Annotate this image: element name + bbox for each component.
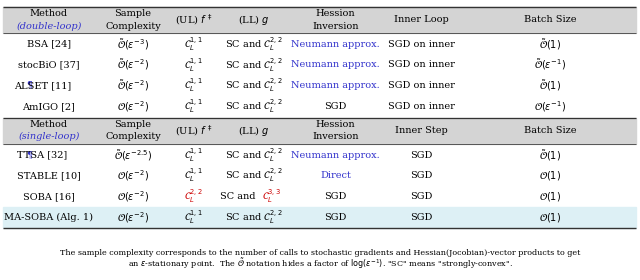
Text: $\tilde{\mathcal{O}}(\epsilon^{-2})$: $\tilde{\mathcal{O}}(\epsilon^{-2})$	[117, 57, 149, 73]
Text: $\mathcal{O}(1)$: $\mathcal{O}(1)$	[540, 190, 561, 203]
Text: SC and $\mathcal{C}_L^{2,2}$: SC and $\mathcal{C}_L^{2,2}$	[225, 77, 283, 94]
Text: $\mathcal{O}(1)$: $\mathcal{O}(1)$	[540, 211, 561, 224]
Text: SC and $\mathcal{C}_L^{2,2}$: SC and $\mathcal{C}_L^{2,2}$	[225, 209, 283, 226]
Text: SOBA [16]: SOBA [16]	[23, 192, 75, 201]
Text: $\tilde{\mathcal{O}}(\epsilon^{-2})$: $\tilde{\mathcal{O}}(\epsilon^{-2})$	[117, 78, 149, 93]
Text: SC and: SC and	[220, 192, 256, 201]
Text: Direct: Direct	[320, 171, 351, 180]
Text: STABLE [10]: STABLE [10]	[17, 171, 81, 180]
Text: Inversion: Inversion	[312, 132, 358, 141]
Text: $\mathcal{C}_L^{1,1}$: $\mathcal{C}_L^{1,1}$	[184, 209, 204, 226]
Text: SGD on inner: SGD on inner	[388, 60, 455, 69]
Text: AmIGO [2]: AmIGO [2]	[22, 102, 76, 111]
Text: Hession: Hession	[316, 120, 355, 129]
Text: SGD: SGD	[411, 192, 433, 201]
Text: SGD: SGD	[324, 102, 346, 111]
Text: $\tilde{\mathcal{O}}(1)$: $\tilde{\mathcal{O}}(1)$	[540, 37, 561, 52]
Text: Neumann approx.: Neumann approx.	[291, 40, 380, 49]
Text: BSA [24]: BSA [24]	[27, 40, 71, 49]
Text: SGD on inner: SGD on inner	[388, 40, 455, 49]
Text: Sample: Sample	[115, 9, 152, 18]
Text: stocBiO [37]: stocBiO [37]	[18, 60, 80, 69]
Text: (double-loop): (double-loop)	[16, 22, 82, 31]
Text: (LL) $g$: (LL) $g$	[238, 124, 270, 138]
Text: SGD: SGD	[411, 151, 433, 160]
Text: $\tilde{\mathcal{O}}(1)$: $\tilde{\mathcal{O}}(1)$	[540, 148, 561, 163]
Text: $\mathcal{C}_L^{1,1}$: $\mathcal{C}_L^{1,1}$	[184, 98, 204, 115]
Text: (UL) $f^{\,\ddagger}$: (UL) $f^{\,\ddagger}$	[175, 13, 212, 27]
Text: SC and $\mathcal{C}_L^{2,2}$: SC and $\mathcal{C}_L^{2,2}$	[225, 146, 283, 164]
Text: SGD: SGD	[411, 213, 433, 222]
Text: $\mathcal{O}(\epsilon^{-2})$: $\mathcal{O}(\epsilon^{-2})$	[117, 99, 149, 114]
Text: Inversion: Inversion	[312, 22, 358, 31]
Bar	[3, 207, 636, 228]
Text: $\mathcal{O}(\epsilon^{-2})$: $\mathcal{O}(\epsilon^{-2})$	[117, 189, 149, 204]
Text: The sample complexity corresponds to the number of calls to stochastic gradients: The sample complexity corresponds to the…	[60, 249, 580, 257]
Text: Neumann approx.: Neumann approx.	[291, 151, 380, 160]
Text: Method: Method	[30, 120, 68, 129]
Bar	[3, 7, 636, 33]
Text: Sample: Sample	[115, 120, 152, 129]
Text: Complexity: Complexity	[105, 132, 161, 141]
Text: Batch Size: Batch Size	[524, 126, 577, 135]
Text: $\P$: $\P$	[26, 80, 33, 92]
Text: TTSA [32]: TTSA [32]	[17, 151, 68, 160]
Text: ALSET [11]: ALSET [11]	[14, 81, 71, 90]
Text: $\mathcal{O}(\epsilon^{-2})$: $\mathcal{O}(\epsilon^{-2})$	[117, 210, 149, 225]
Text: SGD on inner: SGD on inner	[388, 102, 455, 111]
Text: MA-SOBA (Alg. 1): MA-SOBA (Alg. 1)	[4, 213, 93, 222]
Text: $\tilde{\mathcal{O}}(\epsilon^{-3})$: $\tilde{\mathcal{O}}(\epsilon^{-3})$	[117, 37, 149, 52]
Text: $\mathcal{O}(1)$: $\mathcal{O}(1)$	[540, 169, 561, 182]
Text: Inner Loop: Inner Loop	[394, 15, 449, 24]
Text: $\mathcal{C}_L^{2,2}$: $\mathcal{C}_L^{2,2}$	[184, 188, 204, 205]
Text: Inner Step: Inner Step	[396, 126, 448, 135]
Text: SGD: SGD	[324, 192, 346, 201]
Text: Neumann approx.: Neumann approx.	[291, 60, 380, 69]
Text: $\tilde{\mathcal{O}}(\epsilon^{-1})$: $\tilde{\mathcal{O}}(\epsilon^{-1})$	[534, 57, 566, 73]
Text: Complexity: Complexity	[105, 22, 161, 31]
Text: SC and $\mathcal{C}_L^{2,2}$: SC and $\mathcal{C}_L^{2,2}$	[225, 36, 283, 53]
Text: SC and $\mathcal{C}_L^{2,2}$: SC and $\mathcal{C}_L^{2,2}$	[225, 56, 283, 74]
Text: $\mathcal{O}(\epsilon^{-2})$: $\mathcal{O}(\epsilon^{-2})$	[117, 169, 149, 183]
Text: Batch Size: Batch Size	[524, 15, 577, 24]
Text: Neumann approx.: Neumann approx.	[291, 81, 380, 90]
Text: SGD: SGD	[324, 213, 346, 222]
Text: $\tilde{\mathcal{O}}(1)$: $\tilde{\mathcal{O}}(1)$	[540, 78, 561, 93]
Text: SC and $\mathcal{C}_L^{2,2}$: SC and $\mathcal{C}_L^{2,2}$	[225, 167, 283, 185]
Text: $\tilde{\mathcal{O}}(\epsilon^{-2.5})$: $\tilde{\mathcal{O}}(\epsilon^{-2.5})$	[114, 148, 152, 163]
Text: $\P$: $\P$	[26, 149, 33, 161]
Text: Hession: Hession	[316, 9, 355, 18]
Text: SGD: SGD	[411, 171, 433, 180]
Text: SGD on inner: SGD on inner	[388, 81, 455, 90]
Text: $\mathcal{C}_L^{3,3}$: $\mathcal{C}_L^{3,3}$	[262, 188, 282, 205]
Text: $\mathcal{C}_L^{1,1}$: $\mathcal{C}_L^{1,1}$	[184, 167, 204, 185]
Text: (single-loop): (single-loop)	[19, 132, 79, 141]
Text: $\mathcal{C}_L^{1,1}$: $\mathcal{C}_L^{1,1}$	[184, 56, 204, 74]
Bar	[3, 118, 636, 144]
Text: SC and $\mathcal{C}_L^{2,2}$: SC and $\mathcal{C}_L^{2,2}$	[225, 98, 283, 115]
Text: $\mathcal{O}(\epsilon^{-1})$: $\mathcal{O}(\epsilon^{-1})$	[534, 99, 566, 114]
Text: $\mathcal{C}_L^{1,1}$: $\mathcal{C}_L^{1,1}$	[184, 77, 204, 94]
Text: (UL) $f^{\,\ddagger}$: (UL) $f^{\,\ddagger}$	[175, 123, 212, 138]
Text: an $\epsilon$-stationary point.  The $\tilde{\mathcal{O}}$ notation hides a fact: an $\epsilon$-stationary point. The $\ti…	[127, 256, 513, 270]
Text: (LL) $g$: (LL) $g$	[238, 13, 270, 27]
Text: $\mathcal{C}_L^{1,1}$: $\mathcal{C}_L^{1,1}$	[184, 146, 204, 164]
Text: Method: Method	[30, 9, 68, 18]
Text: $\mathcal{C}_L^{1,1}$: $\mathcal{C}_L^{1,1}$	[184, 36, 204, 53]
